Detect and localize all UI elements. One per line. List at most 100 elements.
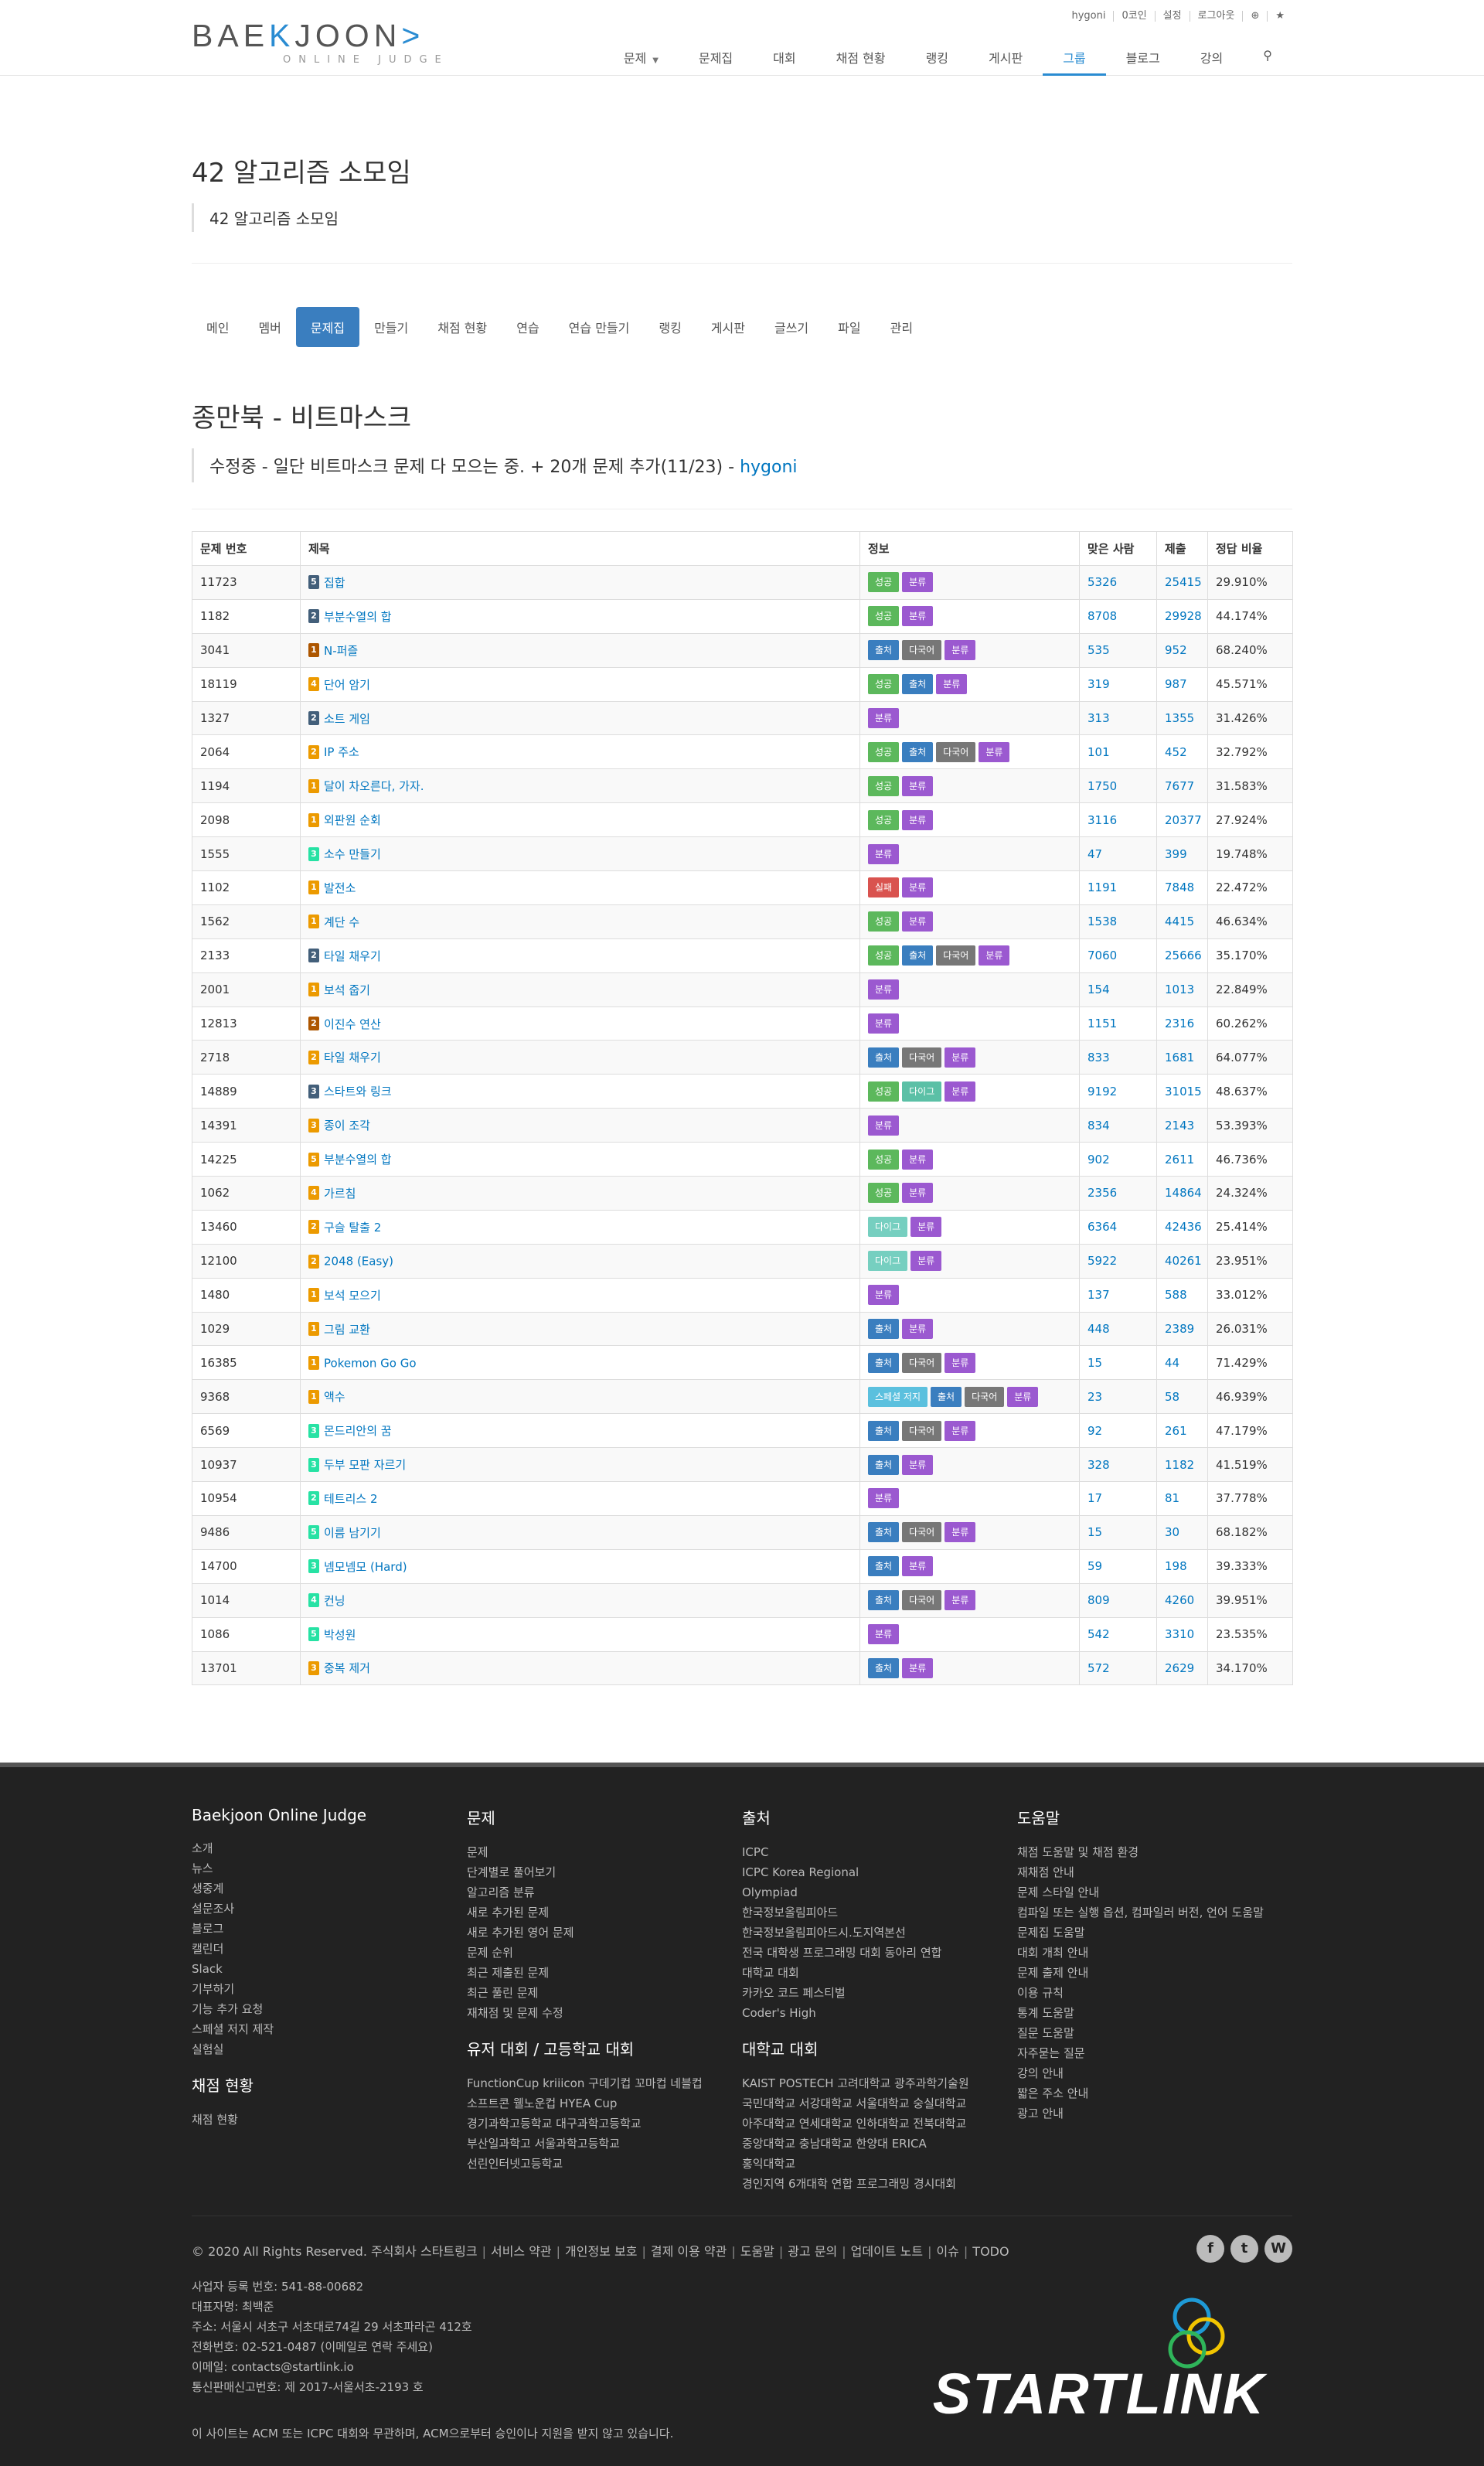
info-badge[interactable]: 다국어 bbox=[902, 640, 942, 661]
footer-link[interactable]: 한국정보올림피아드시.도지역본선 bbox=[742, 1926, 906, 1940]
topbar-link-2[interactable]: 설정 bbox=[1154, 11, 1190, 22]
accepted-link[interactable]: 448 bbox=[1087, 1322, 1110, 1337]
tab-7[interactable]: 랭킹 bbox=[659, 321, 682, 335]
accepted-link[interactable]: 17 bbox=[1087, 1491, 1103, 1506]
info-badge[interactable]: 분류 bbox=[902, 877, 934, 898]
footer-link[interactable]: Slack bbox=[192, 1962, 223, 1977]
footer-link[interactable]: 대학교 대회 bbox=[742, 1966, 799, 1981]
problem-title-link[interactable]: 두부 모판 자르기 bbox=[324, 1458, 407, 1473]
submission-link[interactable]: 261 bbox=[1165, 1423, 1187, 1438]
footer-link[interactable]: 경기과학고등학교 대구과학고등학교 bbox=[467, 2117, 642, 2131]
tab-10[interactable]: 파일 bbox=[838, 321, 861, 335]
info-badge[interactable]: 분류 bbox=[910, 1217, 942, 1238]
footer-link[interactable]: 한국정보올림피아드 bbox=[742, 1906, 839, 1920]
info-badge[interactable]: 분류 bbox=[902, 1319, 934, 1340]
footer-bottom-link[interactable]: 개인정보 보호 bbox=[565, 2244, 638, 2260]
footer-link[interactable]: 카카오 코드 페스티벌 bbox=[742, 1986, 846, 2001]
footer-link[interactable]: 홍익대학교 bbox=[742, 2157, 796, 2171]
info-badge[interactable]: 출처 bbox=[868, 640, 900, 661]
footer-link[interactable]: 알고리즘 분류 bbox=[467, 1885, 535, 1900]
footer-link[interactable]: 소개 bbox=[192, 1841, 213, 1856]
accepted-link[interactable]: 47 bbox=[1087, 846, 1103, 861]
info-badge[interactable]: 출처 bbox=[868, 1556, 900, 1577]
site-logo[interactable]: BAEKJOON> ONLINE JUDGE bbox=[192, 18, 449, 66]
footer-link[interactable]: FunctionCup kriiicon 구데기컵 꼬마컵 네블컵 bbox=[467, 2076, 703, 2091]
footer-link[interactable]: 국민대학교 서강대학교 서울대학교 숭실대학교 bbox=[742, 2096, 967, 2111]
info-badge[interactable]: 분류 bbox=[868, 843, 900, 864]
accepted-link[interactable]: 1191 bbox=[1087, 880, 1118, 895]
problem-title-link[interactable]: Pokemon Go Go bbox=[324, 1356, 417, 1371]
accepted-link[interactable]: 572 bbox=[1087, 1660, 1110, 1675]
problem-title-link[interactable]: 컨닝 bbox=[324, 1593, 345, 1608]
submission-link[interactable]: 399 bbox=[1165, 846, 1187, 861]
topbar-link-1[interactable]: 0코인 bbox=[1113, 11, 1154, 22]
tab-5[interactable]: 연습 bbox=[516, 321, 539, 335]
info-badge[interactable]: 성공 bbox=[868, 1081, 900, 1102]
problem-title-link[interactable]: 가르침 bbox=[324, 1186, 356, 1201]
submission-link[interactable]: 25415 bbox=[1165, 575, 1202, 590]
info-badge[interactable]: 성공 bbox=[868, 945, 900, 966]
footer-link[interactable]: ICPC Korea Regional bbox=[742, 1865, 859, 1880]
footer-link[interactable]: 전국 대학생 프로그래밍 대회 동아리 연합 bbox=[742, 1946, 942, 1960]
info-badge[interactable]: 분류 bbox=[902, 1657, 934, 1678]
submission-link[interactable]: 4260 bbox=[1165, 1593, 1195, 1608]
info-badge[interactable]: 출처 bbox=[868, 1522, 900, 1543]
info-badge[interactable]: 실패 bbox=[868, 877, 900, 898]
accepted-link[interactable]: 154 bbox=[1087, 983, 1110, 997]
footer-link[interactable]: 최근 제출된 문제 bbox=[467, 1966, 550, 1981]
tab-0[interactable]: 메인 bbox=[206, 321, 230, 335]
accepted-link[interactable]: 313 bbox=[1087, 711, 1110, 725]
nav-item-5[interactable]: 게시판 bbox=[968, 39, 1043, 76]
info-badge[interactable]: 분류 bbox=[1007, 1386, 1039, 1407]
globe-icon[interactable]: ⊕ bbox=[1242, 11, 1267, 22]
tab-4[interactable]: 채점 현황 bbox=[437, 321, 488, 335]
footer-link[interactable]: ICPC bbox=[742, 1845, 769, 1860]
footer-link[interactable]: 생중계 bbox=[192, 1882, 224, 1896]
footer-link[interactable]: Olympiad bbox=[742, 1885, 798, 1900]
problem-title-link[interactable]: 테트리스 2 bbox=[324, 1491, 378, 1506]
submission-link[interactable]: 3310 bbox=[1165, 1627, 1195, 1642]
accepted-link[interactable]: 9192 bbox=[1087, 1084, 1118, 1098]
facebook-icon[interactable]: f bbox=[1196, 2235, 1224, 2263]
footer-link[interactable]: 새로 추가된 영어 문제 bbox=[467, 1926, 574, 1940]
footer-bottom-link[interactable]: 결제 이용 약관 bbox=[650, 2244, 727, 2260]
submission-link[interactable]: 952 bbox=[1165, 643, 1187, 658]
accepted-link[interactable]: 5326 bbox=[1087, 575, 1118, 590]
submission-link[interactable]: 7677 bbox=[1165, 778, 1195, 793]
footer-link[interactable]: 기능 추가 요청 bbox=[192, 2002, 264, 2017]
accepted-link[interactable]: 2356 bbox=[1087, 1186, 1118, 1201]
topbar-link-3[interactable]: 로그아웃 bbox=[1189, 11, 1243, 22]
topbar-link-0[interactable]: hygoni bbox=[1071, 10, 1106, 22]
problem-title-link[interactable]: 스타트와 링크 bbox=[324, 1085, 392, 1099]
info-badge[interactable]: 출처 bbox=[868, 1319, 900, 1340]
problem-title-link[interactable]: N-퍼즐 bbox=[324, 643, 359, 658]
submission-link[interactable]: 2629 bbox=[1165, 1660, 1195, 1675]
problem-title-link[interactable]: 계단 수 bbox=[324, 915, 360, 929]
nav-item-4[interactable]: 랭킹 bbox=[906, 39, 968, 76]
info-badge[interactable]: 분류 bbox=[902, 572, 934, 593]
info-badge[interactable]: 성공 bbox=[868, 809, 900, 830]
footer-link[interactable]: 소프트콘 웰노운컵 HYEA Cup bbox=[467, 2096, 618, 2111]
info-badge[interactable]: 성공 bbox=[868, 775, 900, 796]
footer-link[interactable]: 선린인터넷고등학교 bbox=[467, 2157, 563, 2171]
accepted-link[interactable]: 23 bbox=[1087, 1389, 1103, 1404]
footer-link[interactable]: 채점 현황 bbox=[192, 2113, 238, 2127]
accepted-link[interactable]: 1151 bbox=[1087, 1017, 1118, 1031]
problem-title-link[interactable]: 이름 남기기 bbox=[324, 1525, 381, 1540]
info-badge[interactable]: 분류 bbox=[902, 1556, 934, 1577]
info-badge[interactable]: 출처 bbox=[902, 945, 934, 966]
problem-title-link[interactable]: IP 주소 bbox=[324, 745, 359, 760]
info-badge[interactable]: 분류 bbox=[868, 979, 900, 1000]
footer-link[interactable]: 질문 도움말 bbox=[1017, 2026, 1074, 2041]
submission-link[interactable]: 4415 bbox=[1165, 915, 1195, 929]
problem-title-link[interactable]: 보석 모으기 bbox=[324, 1288, 381, 1303]
footer-link[interactable]: 강의 안내 bbox=[1017, 2066, 1064, 2081]
tab-3[interactable]: 만들기 bbox=[374, 321, 409, 335]
info-badge[interactable]: 분류 bbox=[945, 1420, 976, 1441]
submission-link[interactable]: 58 bbox=[1165, 1389, 1180, 1404]
info-badge[interactable]: 스페셜 저지 bbox=[868, 1386, 928, 1407]
nav-item-1[interactable]: 문제집 bbox=[679, 39, 753, 76]
footer-link[interactable]: 단계별로 풀어보기 bbox=[467, 1865, 556, 1880]
info-badge[interactable]: 분류 bbox=[945, 1081, 976, 1102]
accepted-link[interactable]: 535 bbox=[1087, 643, 1110, 658]
